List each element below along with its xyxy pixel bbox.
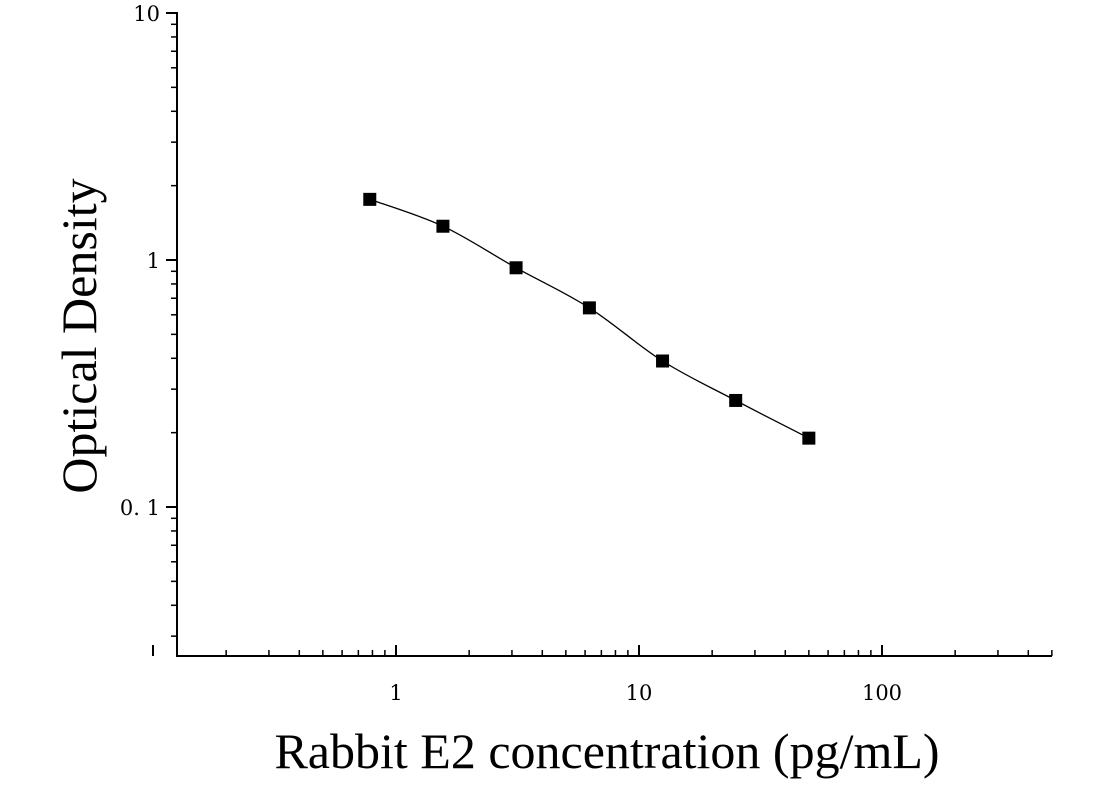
tick-labels: 1 10 100 0. 1 1 10 bbox=[120, 2, 902, 705]
x-axis-title: Rabbit E2 concentration (pg/mL) bbox=[274, 723, 939, 779]
y-axis-title: Optical Density bbox=[51, 178, 107, 493]
minor-ticks bbox=[171, 23, 1053, 656]
data-point bbox=[363, 192, 377, 206]
data-points bbox=[363, 192, 816, 445]
major-ticks bbox=[152, 12, 883, 656]
x-tick-label: 10 bbox=[626, 681, 653, 705]
data-point bbox=[582, 301, 596, 315]
y-tick-label: 10 bbox=[133, 2, 160, 26]
fit-curve bbox=[369, 198, 810, 439]
x-tick-label: 100 bbox=[862, 681, 902, 705]
data-point bbox=[729, 393, 743, 407]
data-point bbox=[509, 261, 523, 275]
data-point bbox=[802, 431, 816, 445]
y-tick-label: 1 bbox=[147, 249, 160, 273]
x-tick-label: 1 bbox=[389, 681, 402, 705]
data-point bbox=[656, 354, 670, 368]
y-tick-label: 0. 1 bbox=[120, 496, 160, 520]
data-point bbox=[436, 219, 450, 233]
